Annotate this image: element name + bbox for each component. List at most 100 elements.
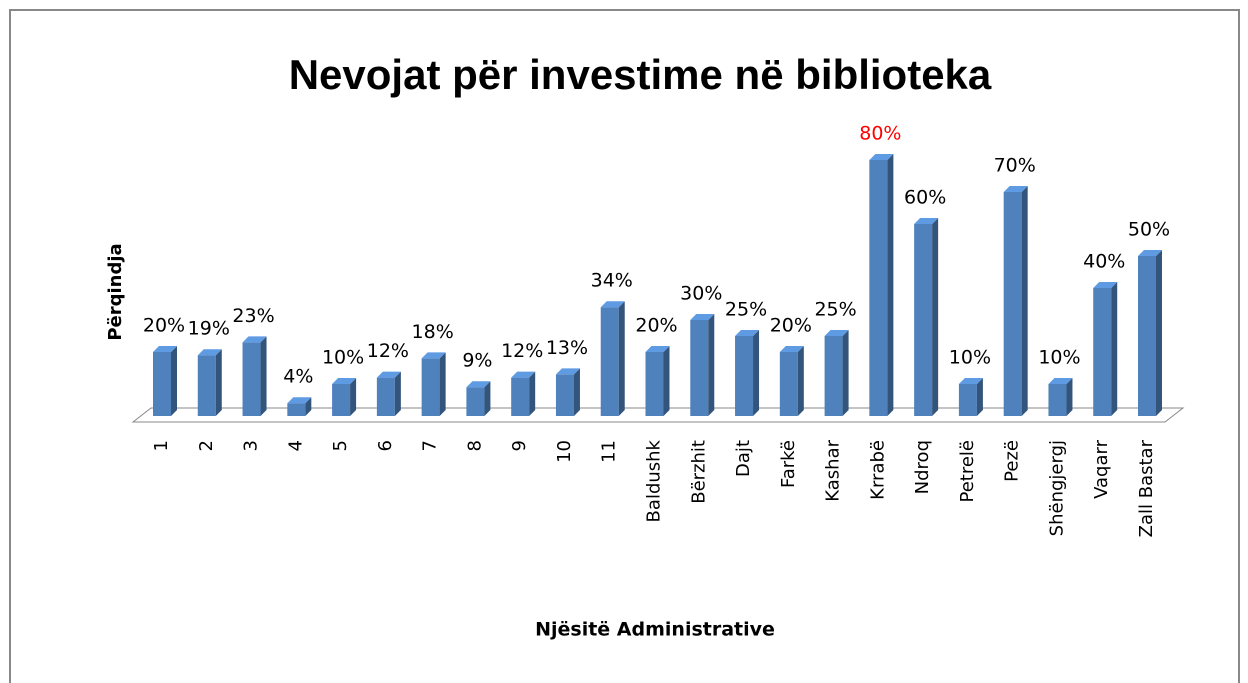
bar-side [350, 378, 357, 416]
bar-top [1093, 282, 1118, 288]
bar-side [753, 330, 760, 416]
x-tick-label: Kashar [823, 439, 844, 501]
y-axis-label: Përqindja [105, 243, 126, 340]
value-label: 40% [1083, 251, 1125, 273]
bar-side [1066, 378, 1073, 416]
chart-frame [9, 9, 1240, 683]
bar-side [797, 346, 804, 416]
bar-side [484, 381, 491, 416]
bar-top [869, 154, 894, 160]
bar [1093, 288, 1112, 416]
x-tick-label: 6 [375, 440, 396, 451]
x-tick-label: 3 [241, 440, 262, 451]
value-label: 30% [680, 283, 722, 305]
value-label: 20% [770, 315, 812, 337]
bar-top [421, 352, 446, 359]
x-tick-label: Dajt [733, 440, 754, 477]
bar [197, 355, 216, 416]
bar-side [394, 371, 401, 416]
value-label: 10% [1038, 347, 1080, 369]
bar-top [958, 378, 983, 384]
bar-top [153, 346, 177, 352]
value-label: 25% [814, 299, 856, 321]
value-label: 20% [635, 315, 677, 337]
bar [690, 320, 709, 416]
bar-top [466, 381, 491, 388]
value-label: 9% [462, 350, 492, 372]
chart-title: Nevojat për investime në biblioteka [289, 51, 992, 98]
bar-side [932, 218, 939, 416]
bar-side [976, 378, 983, 416]
x-tick-label: Baldushk [644, 439, 665, 522]
x-tick-label: 10 [554, 440, 575, 463]
value-label: 70% [994, 155, 1036, 177]
x-tick-label: Farkë [778, 440, 799, 488]
value-label: 18% [412, 321, 454, 343]
x-tick-label: Ndroq [912, 440, 933, 494]
bar [332, 384, 351, 416]
x-tick-label: 2 [196, 440, 217, 451]
bar [735, 336, 754, 416]
bar-top [690, 314, 715, 320]
bar-top [735, 330, 760, 336]
x-tick-label: Pezë [1002, 440, 1023, 482]
bar [1048, 384, 1067, 416]
bar-side [708, 314, 715, 416]
bar-side [529, 371, 536, 416]
x-axis-label: Njësitë Administrative [535, 619, 775, 641]
bar-side [887, 154, 894, 416]
bar-top [242, 336, 267, 343]
bar [914, 224, 933, 416]
value-label: 50% [1128, 219, 1170, 241]
bar [376, 377, 395, 416]
bar-side [842, 330, 849, 416]
value-label: 12% [367, 340, 409, 362]
bar-side [663, 346, 670, 416]
value-label: 60% [904, 187, 946, 209]
bar-top [1048, 378, 1073, 384]
x-tick-label: Vaqarr [1091, 439, 1112, 498]
bar-top [376, 371, 401, 378]
x-tick-label: 7 [420, 440, 441, 451]
bar [421, 358, 440, 416]
bar-side [439, 352, 446, 416]
bar-side [618, 301, 625, 416]
bar [824, 336, 843, 416]
x-tick-label: Shëngjergj [1046, 440, 1067, 536]
value-label: 25% [725, 299, 767, 321]
bar [958, 384, 977, 416]
x-tick-label: 9 [509, 440, 530, 451]
bar-top [779, 346, 804, 352]
x-tick-label: Bërzhit [688, 440, 709, 504]
bar [153, 352, 171, 416]
bar-side [305, 397, 312, 416]
value-label: 10% [949, 347, 991, 369]
value-label: 12% [501, 340, 543, 362]
value-label: 10% [322, 347, 364, 369]
value-label: 4% [283, 366, 313, 388]
bar-top [600, 301, 625, 308]
value-label: 80% [859, 123, 901, 145]
bar [1138, 256, 1156, 416]
bar-side [260, 336, 267, 416]
bar [869, 160, 888, 416]
bar [287, 403, 306, 416]
bar-top [511, 371, 536, 378]
bar-top [645, 346, 670, 352]
value-label: 34% [591, 270, 633, 292]
value-label: 23% [232, 305, 274, 327]
bar-top [332, 378, 357, 384]
bar-top [287, 397, 312, 404]
x-tick-label: 11 [599, 440, 620, 463]
bar [466, 387, 485, 416]
x-tick-label: 1 [151, 440, 172, 451]
value-label: 13% [546, 337, 588, 359]
bar-side [215, 349, 222, 416]
bar-top [824, 330, 849, 336]
bar [511, 377, 530, 416]
x-tick-label: Zall Bastar [1136, 439, 1157, 537]
bar-side [1021, 186, 1028, 416]
bar-top [555, 368, 580, 375]
bar [555, 374, 574, 416]
x-tick-label: Petrelë [957, 440, 978, 503]
